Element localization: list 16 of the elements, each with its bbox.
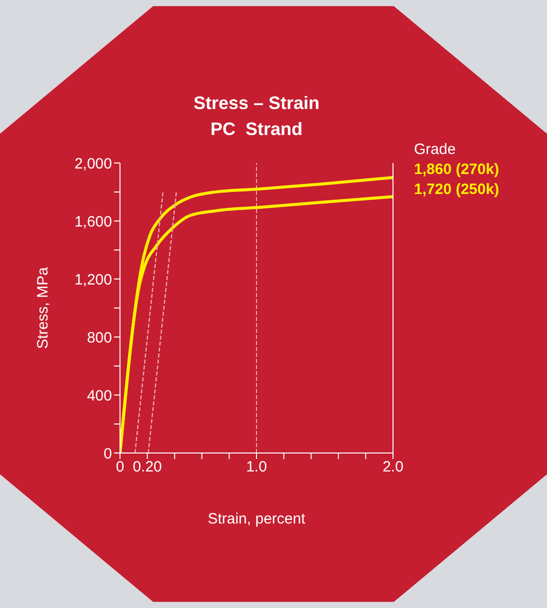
x-tick-label: 2.0 bbox=[382, 458, 404, 476]
x-tick-label: 0.20 bbox=[132, 458, 162, 476]
y-tick-label: 400 bbox=[86, 387, 112, 404]
x-tick-label: 1.0 bbox=[246, 458, 267, 476]
x-tick-label: 0 bbox=[116, 458, 124, 476]
series-label: 1,860 (270k) bbox=[414, 160, 500, 180]
x-axis-title: Strain, percent bbox=[208, 510, 306, 528]
legend-title: Grade bbox=[414, 140, 457, 160]
y-tick-label: 2,000 bbox=[74, 155, 112, 172]
y-tick-label: 800 bbox=[86, 329, 112, 346]
series-label: 1,720 (250k) bbox=[414, 180, 500, 200]
y-tick-label: 1,200 bbox=[74, 271, 112, 288]
y-axis-title: Stress, MPa bbox=[34, 266, 52, 349]
chart-title: Stress – Strain PC Strand bbox=[192, 92, 321, 141]
y-tick-label: 1,600 bbox=[74, 213, 112, 230]
y-tick-label: 0 bbox=[104, 445, 112, 462]
